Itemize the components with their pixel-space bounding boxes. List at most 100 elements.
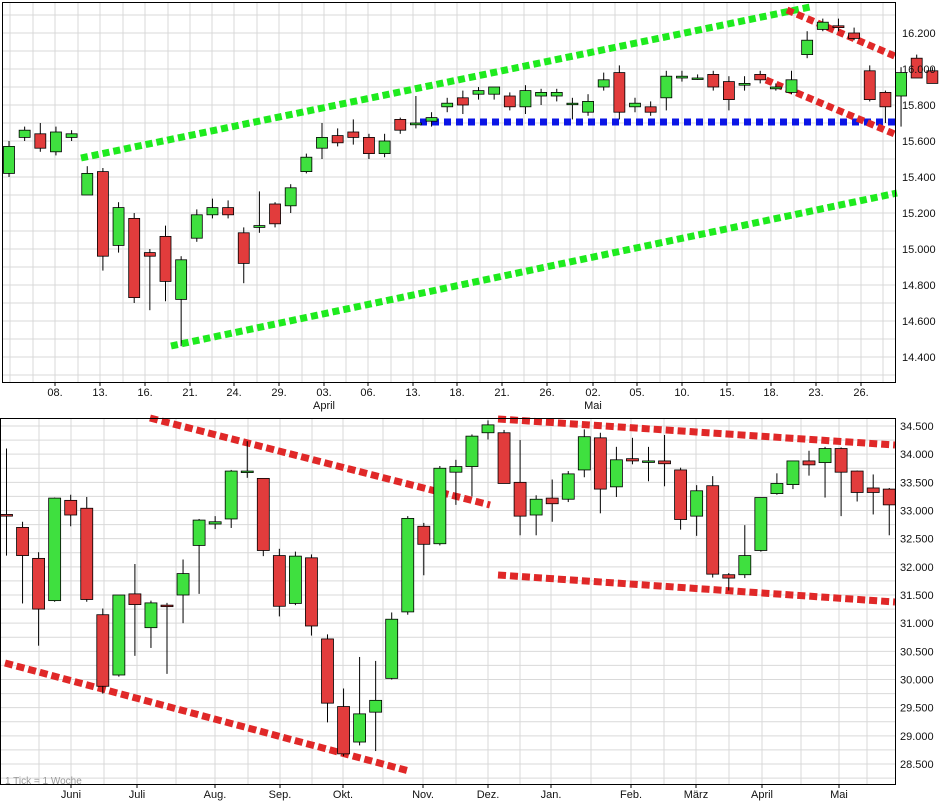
candle-body	[850, 470, 864, 493]
x-tick-label: Okt.	[333, 789, 353, 801]
candle-body	[176, 573, 190, 596]
candle-body	[832, 25, 845, 28]
candle-body	[582, 101, 594, 113]
candle	[159, 225, 172, 302]
candle-body	[449, 466, 463, 473]
candle-body	[305, 557, 318, 627]
candle	[754, 497, 768, 552]
candle-body	[926, 70, 939, 84]
candle-body	[337, 706, 350, 755]
candle-body	[190, 214, 203, 239]
y-tick-label: 34.500	[900, 421, 934, 433]
top-chart-axis-labels: 14.400 14.600 14.800 15.000 15.200 15.400 15.6…	[47, 28, 935, 412]
candle	[926, 67, 939, 84]
month-label: April	[313, 400, 335, 412]
candle	[850, 470, 864, 502]
tick-footnote: 1 Tick = 1 Woche	[5, 776, 82, 787]
candle	[566, 97, 579, 120]
x-tick-label: 23.	[808, 387, 823, 399]
candle-body	[34, 133, 47, 149]
candle-body	[65, 133, 78, 138]
candle-body	[347, 131, 360, 138]
candle-body	[16, 527, 29, 556]
candle-body	[644, 106, 657, 113]
candle	[256, 477, 270, 557]
x-tick-label: 29.	[271, 387, 286, 399]
y-tick-label: 15.400	[902, 172, 936, 184]
candle	[417, 522, 431, 576]
y-tick-label: 15.800	[902, 100, 936, 112]
candle-body	[597, 79, 610, 88]
candle	[706, 476, 720, 578]
candle	[676, 70, 688, 82]
candle-body	[81, 172, 94, 196]
candle	[34, 123, 47, 152]
candle	[32, 552, 45, 646]
candle-body	[863, 70, 876, 101]
candle	[253, 191, 266, 233]
candle-body	[417, 525, 431, 545]
candle-body	[613, 72, 626, 113]
candle	[441, 97, 454, 113]
candle	[723, 76, 735, 111]
candle	[176, 559, 190, 624]
candle	[0, 448, 13, 556]
candle	[597, 72, 610, 91]
candle	[738, 76, 751, 91]
candle-body	[160, 604, 174, 608]
candle-body	[96, 614, 110, 687]
candle-body	[284, 187, 297, 207]
candle	[895, 67, 907, 127]
candle	[96, 608, 110, 694]
y-tick-label: 16.000	[902, 64, 936, 76]
candle-body	[610, 459, 623, 488]
candle	[300, 153, 313, 174]
candle	[143, 249, 156, 311]
candle-body	[378, 140, 391, 154]
candle-body	[519, 90, 532, 108]
candle	[144, 600, 158, 648]
candle-body	[566, 102, 579, 106]
candle	[208, 516, 222, 530]
candle	[401, 516, 415, 615]
candle-body	[674, 469, 687, 520]
candle	[316, 123, 328, 159]
x-tick-label: 21.	[182, 387, 197, 399]
candle	[785, 70, 798, 95]
candle	[237, 227, 250, 284]
x-tick-label: Dez.	[477, 789, 500, 801]
candle-body	[513, 481, 527, 517]
candle-body	[465, 435, 479, 467]
candle	[879, 90, 892, 123]
candle-body	[394, 119, 407, 131]
x-tick-label: Nov.	[412, 789, 434, 801]
candle	[550, 88, 563, 102]
x-tick-label: Juni	[61, 789, 81, 801]
candle-body	[143, 252, 156, 257]
y-tick-label: 32.000	[900, 562, 934, 574]
candle-body	[676, 75, 688, 79]
candle-body	[237, 232, 250, 264]
candle	[331, 128, 344, 147]
candle	[222, 200, 235, 219]
candle-body	[206, 207, 219, 216]
candle	[112, 594, 126, 677]
candle-body	[785, 79, 798, 93]
candle-body	[224, 470, 238, 520]
candle-body	[658, 460, 671, 465]
candle	[818, 446, 832, 498]
candle	[910, 54, 923, 79]
candle-body	[848, 32, 860, 39]
candle-body	[770, 483, 784, 494]
trend-line	[497, 571, 896, 606]
x-tick-label: 18.	[449, 387, 464, 399]
candle	[497, 429, 511, 484]
candle-body	[882, 488, 896, 506]
candle	[385, 612, 399, 680]
candle-body	[738, 555, 752, 576]
candle-body	[834, 448, 848, 473]
candle-body	[192, 519, 206, 546]
x-tick-label: 05.	[629, 387, 644, 399]
candle-body	[64, 499, 78, 516]
